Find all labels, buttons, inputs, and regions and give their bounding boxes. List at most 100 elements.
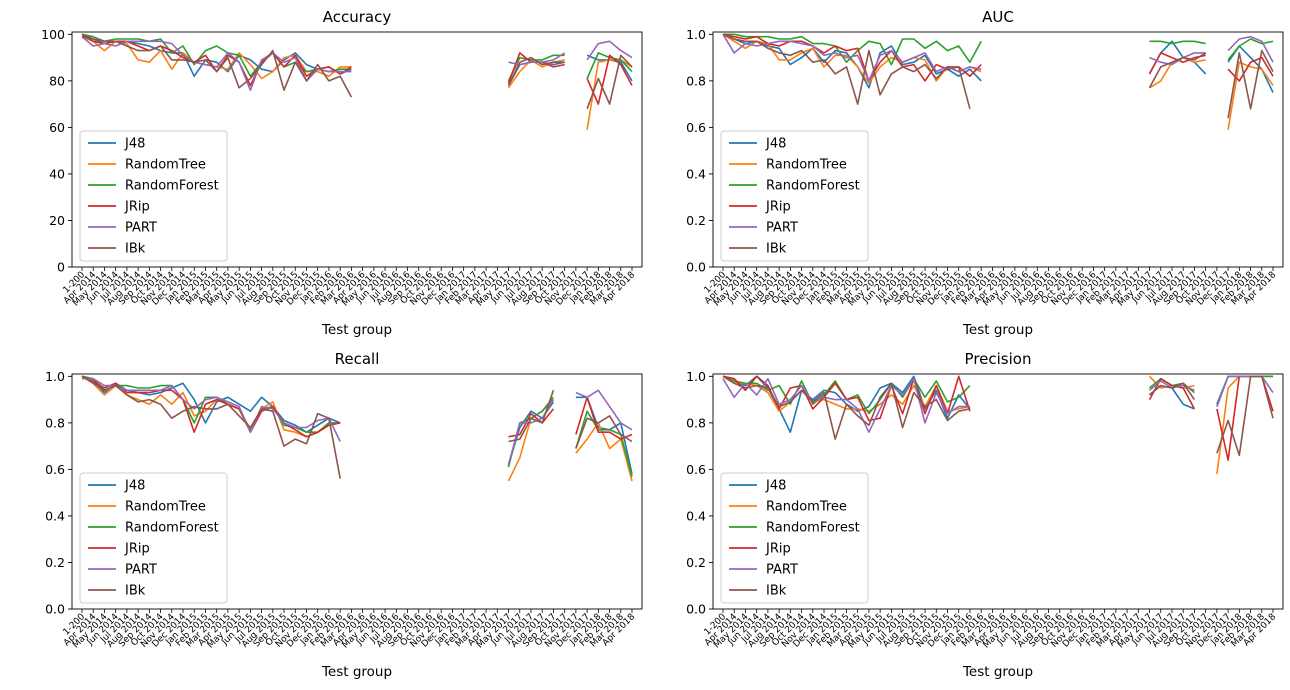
series-segment: [1227, 35, 1274, 63]
series-segment: [1216, 375, 1273, 475]
legend-box: [720, 472, 869, 604]
series-segment: [575, 422, 633, 482]
series-segment: [1227, 38, 1274, 61]
y-tick-label: 1.0: [686, 369, 706, 384]
legend-label-JRip: JRip: [124, 542, 150, 557]
series-segment: [1149, 40, 1206, 45]
y-tick-label: 0.0: [686, 260, 706, 275]
series-segment: [1148, 52, 1207, 89]
legend-label-IBk: IBk: [125, 242, 146, 257]
y-tick-label: 0.6: [686, 462, 706, 477]
series-line-RandomTree: [81, 375, 633, 482]
y-tick-label: 0.0: [45, 602, 65, 617]
series-segment: [575, 410, 633, 477]
y-tick-label: 0.0: [686, 602, 706, 617]
series-segment: [1227, 61, 1274, 130]
y-tick-label: 60: [49, 120, 65, 135]
plot-frame: [71, 31, 643, 268]
series-segment: [586, 54, 633, 110]
x-axis-label: Test group: [321, 664, 392, 680]
legend-label-J48: J48: [124, 137, 145, 152]
series-segment: [1216, 375, 1274, 407]
series-segment: [507, 56, 565, 86]
y-tick-label: 0: [57, 260, 65, 275]
legend-label-IBk: IBk: [766, 242, 787, 257]
series-segment: [575, 396, 633, 440]
series-segment: [575, 389, 633, 431]
series-segment: [81, 33, 352, 77]
legend-label-RandomTree: RandomTree: [125, 500, 206, 515]
legend-label-PART: PART: [125, 221, 157, 236]
legend-label-RandomForest: RandomForest: [766, 521, 860, 536]
y-tick-label: 0.2: [45, 555, 65, 570]
chart-title: Recall: [335, 350, 380, 368]
series-segment: [575, 415, 633, 449]
series-line-IBk: [81, 35, 633, 110]
chart-title: Precision: [965, 350, 1032, 368]
legend-label-RandomTree: RandomTree: [766, 158, 847, 173]
series-segment: [1148, 382, 1196, 401]
legend-label-RandomForest: RandomForest: [125, 179, 219, 194]
series-line-IBk: [81, 375, 633, 479]
legend-label-PART: PART: [125, 563, 157, 578]
y-tick-label: 0.2: [686, 213, 706, 228]
legend-label-PART: PART: [766, 221, 798, 236]
y-tick-label: 0.8: [686, 73, 706, 88]
legend-label-JRip: JRip: [765, 200, 791, 215]
y-tick-label: 0.8: [686, 415, 706, 430]
series-line-J48: [722, 375, 1273, 433]
series-segment: [722, 33, 982, 82]
legend: J48 RandomTree RandomForest JRip PART IBk: [720, 472, 869, 604]
series-segment: [722, 33, 982, 82]
series-segment: [722, 375, 971, 422]
series-segment: [82, 377, 341, 442]
chart-title: Accuracy: [323, 8, 392, 26]
y-tick-label: 0.6: [686, 120, 706, 135]
y-tick-label: 0.2: [686, 555, 706, 570]
legend-label-RandomTree: RandomTree: [125, 158, 206, 173]
series-segment: [586, 54, 633, 105]
series-segment: [81, 375, 341, 479]
series-segment: [1148, 377, 1196, 410]
y-tick-label: 0.4: [686, 166, 706, 181]
series-segment: [586, 40, 633, 61]
series-segment: [722, 375, 971, 440]
legend-label-J48: J48: [765, 479, 786, 494]
legend-label-J48: J48: [124, 479, 145, 494]
legend-label-J48: J48: [765, 137, 786, 152]
legend-label-IBk: IBk: [766, 584, 787, 599]
y-tick-label: 1.0: [686, 27, 706, 42]
legend-label-JRip: JRip: [124, 200, 150, 215]
plot-frame: [712, 373, 1284, 610]
y-tick-label: 0.4: [686, 508, 706, 523]
y-tick-label: 0.4: [45, 508, 65, 523]
series-line-RandomTree: [722, 33, 1274, 130]
y-tick-label: 40: [49, 166, 65, 181]
legend-label-IBk: IBk: [125, 584, 146, 599]
series-segment: [508, 52, 566, 66]
series-segment: [722, 377, 970, 433]
series-segment: [1216, 375, 1274, 457]
series-segment: [586, 59, 633, 130]
series-segment: [722, 33, 982, 89]
y-tick-label: 1.0: [45, 369, 65, 384]
plot-frame: [71, 373, 643, 610]
legend-box: [79, 472, 228, 604]
legend-label-RandomForest: RandomForest: [125, 521, 219, 536]
series-segment: [1227, 49, 1274, 119]
legend: J48 RandomTree RandomForest JRip PART IBk: [79, 130, 228, 262]
legend-label-RandomTree: RandomTree: [766, 500, 847, 515]
series-line-PART: [722, 375, 1274, 433]
y-tick-label: 20: [49, 213, 65, 228]
x-axis-label: Test group: [962, 664, 1033, 680]
series-segment: [722, 375, 971, 412]
series-segment: [507, 54, 565, 82]
x-axis-label: Test group: [962, 322, 1033, 338]
series-line-IBk: [722, 375, 1274, 457]
legend-label-RandomForest: RandomForest: [766, 179, 860, 194]
